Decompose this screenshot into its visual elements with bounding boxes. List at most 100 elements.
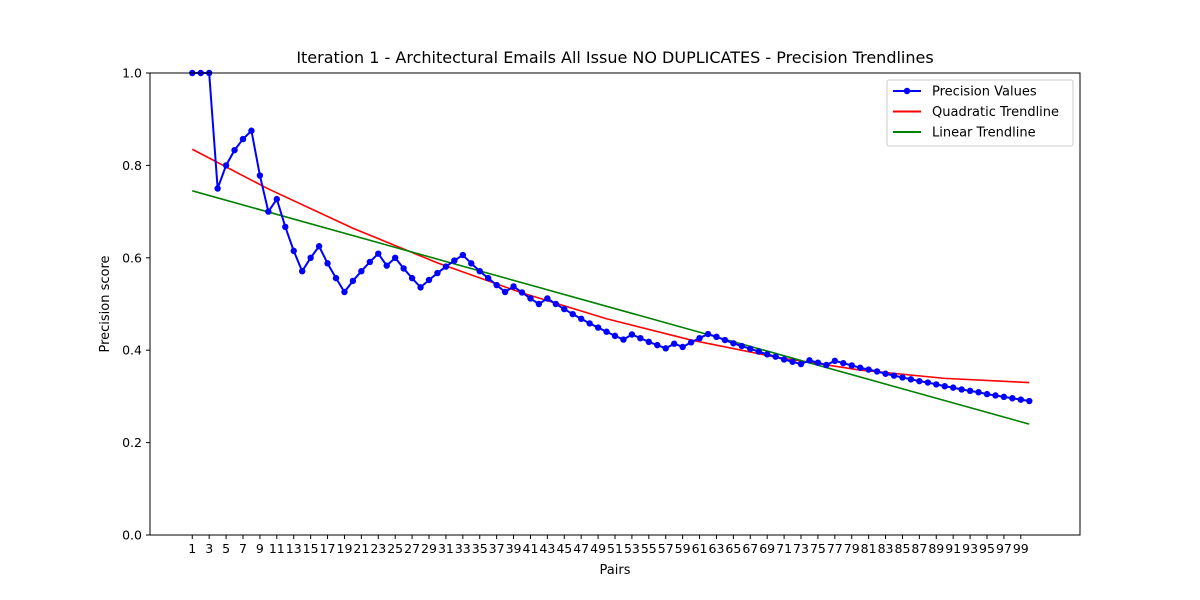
data-point	[493, 281, 500, 289]
data-point	[577, 315, 585, 322]
data-point	[966, 387, 974, 395]
data-point	[265, 208, 272, 215]
x-tick-label: 77	[827, 541, 843, 556]
data-point	[222, 162, 230, 169]
data-point	[535, 300, 543, 308]
data-point	[561, 305, 568, 313]
data-point	[375, 250, 382, 257]
data-point	[992, 392, 999, 399]
data-point	[806, 357, 813, 364]
y-tick-label: 0.4	[122, 343, 142, 358]
data-point	[383, 262, 390, 269]
chart-title: Iteration 1 - Architectural Emails All I…	[296, 48, 933, 67]
x-tick-label: 19	[337, 541, 353, 556]
x-tick-label: 99	[1013, 541, 1029, 556]
x-tick-label: 83	[878, 541, 894, 556]
x-tick-label: 13	[286, 541, 302, 556]
data-point	[713, 333, 720, 340]
data-point	[425, 276, 433, 284]
data-point	[637, 334, 644, 342]
x-tick-label: 39	[506, 541, 522, 556]
x-tick-label: 11	[269, 541, 285, 556]
plot-area	[189, 69, 1033, 425]
x-tick-label: 73	[793, 541, 809, 556]
data-point	[780, 356, 788, 363]
data-point	[645, 338, 653, 346]
legend: Precision Values Quadratic Trendline Linea…	[886, 79, 1074, 147]
x-tick-label: 55	[641, 541, 657, 556]
data-point	[670, 340, 678, 347]
data-point	[248, 127, 255, 134]
data-point	[873, 368, 881, 375]
data-point	[501, 288, 509, 296]
x-tick-label: 63	[709, 541, 725, 556]
quadratic-trendline-line	[191, 148, 1030, 384]
x-tick-label: 23	[370, 541, 386, 556]
data-point	[1026, 397, 1033, 405]
data-point	[755, 348, 762, 355]
data-point	[1017, 396, 1025, 403]
x-tick-label: 9	[256, 541, 264, 556]
legend-label-precision-values: Precision Values	[932, 85, 1037, 100]
data-point	[907, 376, 915, 383]
data-point	[518, 289, 526, 296]
x-tick-label: 37	[489, 541, 505, 556]
x-tick-label: 49	[590, 541, 606, 556]
data-point	[594, 324, 602, 331]
x-tick-label: 3	[205, 541, 213, 556]
data-point	[890, 372, 898, 379]
x-tick-label: 29	[421, 541, 437, 556]
x-tick-label: 35	[472, 541, 488, 556]
data-point	[696, 334, 703, 342]
x-tick-label: 71	[776, 541, 792, 556]
x-tick-label: 57	[658, 541, 674, 556]
data-point	[730, 340, 737, 347]
x-tick-label: 27	[404, 541, 420, 556]
x-tick-label: 61	[692, 541, 708, 556]
x-tick-label: 41	[523, 541, 539, 556]
data-point	[603, 328, 610, 335]
data-point	[882, 370, 889, 377]
data-point	[797, 360, 805, 368]
data-point	[983, 390, 991, 398]
data-point	[924, 379, 932, 386]
data-point	[586, 320, 593, 327]
data-point	[856, 364, 864, 371]
data-point	[476, 268, 483, 275]
data-point	[941, 383, 948, 390]
data-point	[975, 389, 982, 396]
data-point	[704, 330, 712, 338]
x-tick-label: 95	[979, 541, 995, 556]
data-point	[823, 361, 830, 369]
data-point	[789, 358, 796, 365]
data-point	[628, 331, 636, 338]
y-tick-label: 0.8	[122, 158, 142, 173]
precision-values-line	[192, 72, 1030, 403]
x-tick-label: 15	[303, 541, 319, 556]
x-tick-label: 51	[607, 541, 623, 556]
data-point	[654, 341, 661, 349]
x-tick-label: 33	[455, 541, 471, 556]
data-point	[417, 284, 424, 291]
data-point	[290, 247, 297, 255]
linear-trendline-line	[192, 190, 1030, 425]
data-point	[772, 353, 779, 360]
x-tick-label: 17	[320, 541, 336, 556]
x-tick-label: 81	[861, 541, 877, 556]
y-tick-label: 1.0	[122, 66, 142, 81]
legend-label-linear-trendline: Linear Trendline	[932, 126, 1036, 141]
x-tick-label: 69	[759, 541, 775, 556]
data-point	[721, 336, 729, 344]
x-tick-label: 53	[624, 541, 640, 556]
x-tick-label: 85	[895, 541, 911, 556]
data-point	[831, 357, 839, 365]
data-point	[434, 269, 441, 277]
x-tick-label: 7	[239, 541, 247, 556]
data-point	[510, 283, 517, 290]
data-point	[298, 268, 306, 275]
data-point	[569, 310, 576, 318]
data-point	[679, 343, 686, 351]
legend-box	[886, 79, 1074, 147]
data-point	[527, 295, 534, 302]
